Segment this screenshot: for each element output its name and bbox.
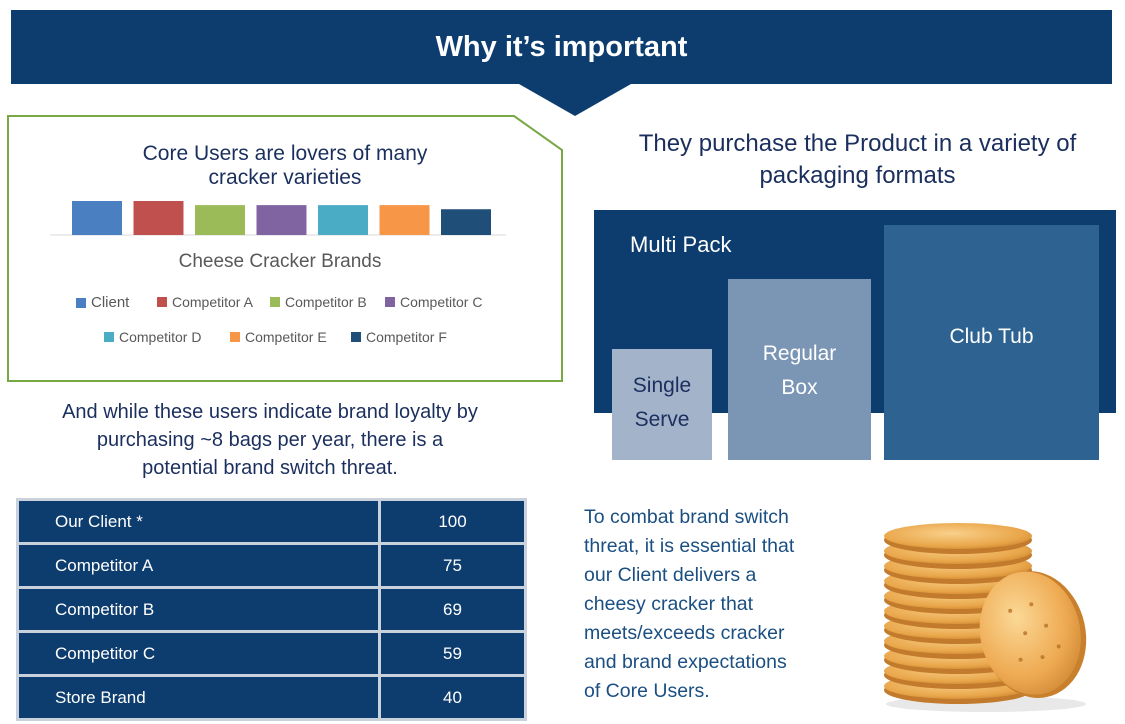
combat-text-line1: To combat brand switch: [584, 506, 789, 528]
bar-competitor-d: [318, 205, 368, 235]
table-cell-brand: Competitor C: [16, 630, 381, 677]
loyalty-text-line2: purchasing ~8 bags per year, there is a: [96, 429, 444, 451]
legend-label: Competitor C: [400, 294, 483, 310]
legend-label: Competitor B: [285, 294, 367, 310]
regular-box-block: [728, 279, 871, 460]
legend-swatch: [351, 332, 361, 342]
table-cell-index: 100: [378, 498, 527, 545]
legend-label: Competitor F: [366, 329, 447, 345]
single-serve-label-line1: Single: [632, 374, 692, 397]
loyalty-table: Our Client * 100 Competitor A 75 Competi…: [16, 498, 527, 721]
legend-item-competitor-e: Competitor E: [230, 329, 327, 345]
bar-competitor-f: [441, 209, 491, 235]
single-serve-label: Single Serve: [612, 369, 712, 437]
legend-swatch: [385, 297, 395, 307]
table-cell-brand: Our Client *: [16, 498, 381, 545]
multi-pack-label: Multi Pack: [630, 232, 732, 257]
table-row: Store Brand 40: [16, 674, 527, 721]
club-tub-block: [884, 225, 1099, 460]
table-cell-index: 69: [378, 586, 527, 633]
legend-item-competitor-d: Competitor D: [104, 329, 201, 345]
packaging-heading-line1: They purchase the Product in a variety o…: [638, 130, 1077, 157]
legend-item-competitor-a: Competitor A: [157, 294, 253, 310]
legend-item-competitor-c: Competitor C: [385, 294, 482, 310]
loyalty-text-line1: And while these users indicate brand loy…: [62, 401, 478, 423]
legend-item-client: Client: [76, 294, 129, 311]
table-row: Our Client * 100: [16, 498, 527, 545]
table-row: Competitor B 69: [16, 586, 527, 633]
combat-text: To combat brand switch threat, it is ess…: [584, 503, 844, 706]
chart-axis-label: Cheese Cracker Brands: [178, 251, 382, 272]
table-cell-brand: Competitor B: [16, 586, 381, 633]
legend-label: Competitor D: [119, 329, 202, 345]
table-cell-brand: Store Brand: [16, 674, 381, 721]
combat-text-line5: meets/exceeds cracker: [584, 622, 785, 644]
legend-label: Competitor E: [245, 329, 327, 345]
table-row: Competitor A 75: [16, 542, 527, 589]
single-serve-block: [612, 349, 712, 460]
combat-text-line4: cheesy cracker that: [584, 593, 754, 615]
legend-swatch: [157, 297, 167, 307]
chart-title: Core Users are lovers of many cracker va…: [60, 142, 510, 190]
single-serve-label-line2: Serve: [634, 408, 690, 431]
chart-title-line2: cracker varieties: [208, 166, 362, 189]
legend-swatch: [76, 297, 86, 308]
page-title: Why it’s important: [435, 30, 688, 63]
table-cell-index: 75: [378, 542, 527, 589]
table-cell-brand: Competitor A: [16, 542, 381, 589]
table-cell-index: 40: [378, 674, 527, 721]
legend-label: Competitor A: [172, 294, 253, 310]
table-cell-index: 59: [378, 630, 527, 677]
regular-box-label: Regular Box: [728, 337, 871, 405]
legend-item-competitor-f: Competitor F: [351, 329, 447, 345]
regular-box-label-line2: Box: [781, 376, 818, 399]
legend-item-competitor-b: Competitor B: [270, 294, 367, 310]
legend-swatch: [230, 332, 240, 342]
chart-title-line1: Core Users are lovers of many: [142, 142, 428, 165]
banner-arrow: [519, 84, 631, 116]
loyalty-text-line3: potential brand switch threat.: [142, 457, 398, 479]
table-row: Competitor C 59: [16, 630, 527, 677]
combat-text-line6: and brand expectations: [584, 651, 787, 673]
bar-client: [72, 201, 122, 235]
combat-text-line2: threat, it is essential that: [584, 535, 795, 557]
combat-text-line7: of Core Users.: [584, 680, 710, 702]
legend-swatch: [270, 297, 280, 307]
legend-label: Client: [91, 294, 130, 311]
legend-swatch: [104, 332, 114, 342]
header-banner: Why it’s important: [11, 10, 1112, 84]
bar-competitor-a: [133, 201, 184, 235]
bar-competitor-e: [379, 205, 430, 235]
loyalty-text: And while these users indicate brand loy…: [10, 398, 530, 482]
bar-competitor-b: [195, 205, 245, 235]
packaging-heading-line2: packaging formats: [759, 162, 956, 189]
cracker: [884, 523, 1032, 549]
packaging-heading: They purchase the Product in a variety o…: [590, 128, 1125, 192]
cracker-stack-image: [884, 523, 1087, 712]
combat-text-line3: our Client delivers a: [584, 564, 757, 586]
bar-competitor-c: [256, 205, 307, 235]
club-tub-label: Club Tub: [949, 325, 1034, 348]
regular-box-label-line1: Regular: [762, 342, 837, 365]
